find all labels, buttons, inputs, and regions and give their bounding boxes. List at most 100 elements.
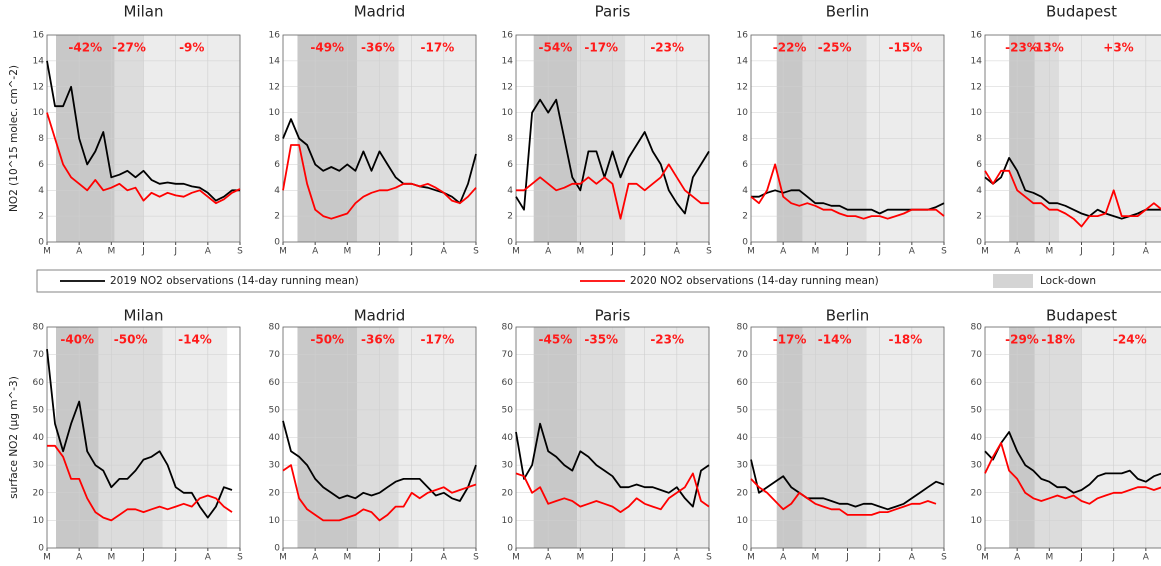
x-tick-label: S — [941, 553, 947, 563]
chart-title: Berlin — [826, 3, 870, 21]
y-tick-label: 60 — [269, 378, 281, 388]
x-tick-label: A — [909, 553, 916, 563]
chart-title: Madrid — [354, 307, 406, 325]
y-tick-label: 30 — [737, 461, 749, 471]
x-tick-label: J — [1079, 553, 1083, 563]
y-tick-label: 30 — [33, 461, 45, 471]
y-tick-label: 10 — [269, 108, 281, 118]
plot-frame — [984, 34, 1161, 243]
x-tick-label: M — [747, 247, 755, 257]
x-tick-label: J — [377, 247, 381, 257]
x-tick-label: A — [545, 247, 552, 257]
plot-frame — [46, 326, 241, 549]
plot-frame — [282, 326, 477, 549]
y-tick-label: 14 — [33, 56, 45, 66]
y-tick-label: 0 — [507, 544, 513, 554]
y-tick-label: 40 — [269, 433, 281, 443]
x-tick-label: M — [279, 553, 287, 563]
y-tick-label: 70 — [971, 350, 983, 360]
y-tick-label: 12 — [33, 82, 44, 92]
x-tick-label: M — [811, 247, 819, 257]
y-tick-label: 0 — [38, 238, 44, 248]
y-tick-label: 0 — [274, 238, 280, 248]
x-tick-label: M — [981, 553, 989, 563]
y-tick-label: 6 — [274, 160, 280, 170]
x-tick-label: J — [877, 553, 881, 563]
x-tick-label: M — [43, 553, 51, 563]
data-line — [516, 163, 709, 220]
legend-label: 2020 NO2 observations (14-day running me… — [630, 275, 879, 287]
y-axis-label: NO2 (10^15 molec. cm^-2) — [8, 65, 20, 212]
chart-title: Berlin — [826, 307, 870, 325]
y-tick-label: 50 — [33, 405, 45, 415]
y-tick-label: 12 — [502, 82, 513, 92]
reduction-label: -35% — [584, 333, 618, 347]
data-line — [47, 444, 233, 522]
y-tick-label: 8 — [507, 134, 513, 144]
y-tick-label: 0 — [742, 544, 748, 554]
reduction-label: -42% — [68, 41, 102, 55]
y-tick-label: 40 — [737, 433, 749, 443]
reduction-label: -29% — [1005, 333, 1039, 347]
x-tick-label: A — [1014, 247, 1021, 257]
y-tick-label: 0 — [976, 238, 982, 248]
y-tick-label: 8 — [38, 134, 44, 144]
plot-frame — [750, 34, 945, 243]
x-tick-label: A — [1143, 247, 1150, 257]
reduction-label: -14% — [178, 333, 212, 347]
y-tick-label: 12 — [269, 82, 280, 92]
y-tick-label: 10 — [737, 108, 749, 118]
data-line — [515, 472, 710, 513]
chart-title: Milan — [124, 307, 164, 325]
reduction-label: -24% — [1113, 333, 1147, 347]
y-tick-label: 0 — [976, 544, 982, 554]
y-tick-label: 50 — [502, 405, 514, 415]
y-tick-label: 60 — [737, 378, 749, 388]
y-tick-label: 80 — [971, 323, 983, 333]
y-tick-label: 80 — [502, 323, 514, 333]
y-tick-label: 20 — [269, 488, 281, 498]
chart-title: Budapest — [1046, 3, 1117, 21]
plot-frame — [515, 326, 710, 549]
reduction-label: -50% — [114, 333, 148, 347]
reduction-label: -54% — [539, 41, 573, 55]
x-tick-label: S — [473, 553, 479, 563]
x-tick-label: A — [312, 247, 319, 257]
x-tick-label: J — [845, 553, 849, 563]
data-line — [282, 464, 477, 522]
y-tick-label: 14 — [502, 56, 514, 66]
y-tick-label: 20 — [502, 488, 514, 498]
data-line — [984, 442, 1161, 505]
y-tick-label: 60 — [502, 378, 514, 388]
x-tick-label: A — [1014, 553, 1021, 563]
y-tick-label: 60 — [971, 378, 983, 388]
reduction-label: -22% — [773, 41, 807, 55]
y-tick-label: 8 — [976, 134, 982, 144]
plot-frame — [46, 34, 241, 243]
x-tick-label: M — [107, 553, 115, 563]
y-tick-label: 4 — [38, 186, 44, 196]
y-tick-label: 10 — [33, 108, 45, 118]
x-tick-label: S — [941, 247, 947, 257]
y-tick-label: 16 — [502, 31, 514, 41]
legend-label: 2019 NO2 observations (14-day running me… — [110, 275, 359, 287]
y-tick-label: 50 — [269, 405, 281, 415]
reduction-label: -17% — [773, 333, 807, 347]
x-tick-label: J — [1111, 553, 1115, 563]
data-line — [750, 478, 937, 516]
y-tick-label: 2 — [274, 212, 280, 222]
x-tick-label: J — [610, 247, 614, 257]
y-tick-label: 10 — [971, 516, 983, 526]
y-tick-label: 20 — [33, 488, 45, 498]
x-tick-label: J — [409, 247, 413, 257]
y-tick-label: 50 — [737, 405, 749, 415]
x-tick-label: J — [642, 247, 646, 257]
y-tick-label: 10 — [971, 108, 983, 118]
reduction-label: -18% — [889, 333, 923, 347]
y-tick-label: 12 — [971, 82, 982, 92]
y-tick-label: 30 — [502, 461, 514, 471]
y-tick-label: 30 — [269, 461, 281, 471]
y-tick-label: 16 — [737, 31, 749, 41]
y-tick-label: 10 — [269, 516, 281, 526]
plot-frame — [515, 34, 710, 243]
